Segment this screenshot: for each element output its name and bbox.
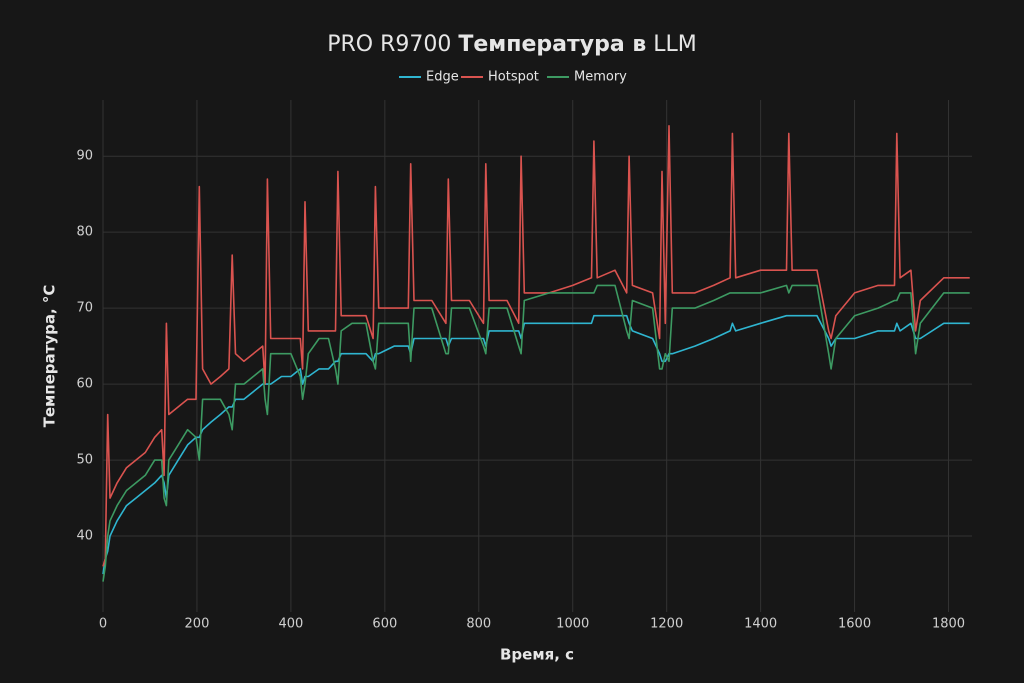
y-tick-label: 50 — [76, 453, 93, 468]
x-tick-label: 1200 — [650, 617, 683, 632]
series-line — [102, 125, 970, 567]
y-tick-label: 40 — [76, 529, 93, 544]
y-axis-label: Температура, °C — [41, 285, 59, 428]
chart-title: PRO R9700 Температура в LLM — [327, 32, 697, 57]
title-part: PRO R9700 — [327, 32, 451, 57]
title-part: LLM — [653, 32, 697, 57]
legend-label: Hotspot — [488, 70, 539, 85]
legend-label: Edge — [426, 70, 459, 85]
series-line — [102, 284, 970, 582]
y-tick-label: 90 — [76, 149, 93, 164]
x-tick-label: 1000 — [556, 617, 589, 632]
legend-label: Memory — [574, 70, 627, 85]
title-part: Температура в — [458, 32, 646, 57]
x-tick-label: 600 — [372, 617, 397, 632]
y-tick-label: 60 — [76, 377, 93, 392]
x-tick-label: 0 — [99, 617, 107, 632]
x-tick-label: 200 — [185, 617, 210, 632]
x-tick-label: 1800 — [932, 617, 965, 632]
y-tick-label: 80 — [76, 225, 93, 240]
x-tick-label: 1600 — [838, 617, 871, 632]
x-tick-label: 400 — [278, 617, 303, 632]
x-tick-label: 800 — [466, 617, 491, 632]
x-tick-label: 1400 — [744, 617, 777, 632]
x-axis-label: Время, с — [500, 646, 574, 664]
y-tick-label: 70 — [76, 301, 93, 316]
